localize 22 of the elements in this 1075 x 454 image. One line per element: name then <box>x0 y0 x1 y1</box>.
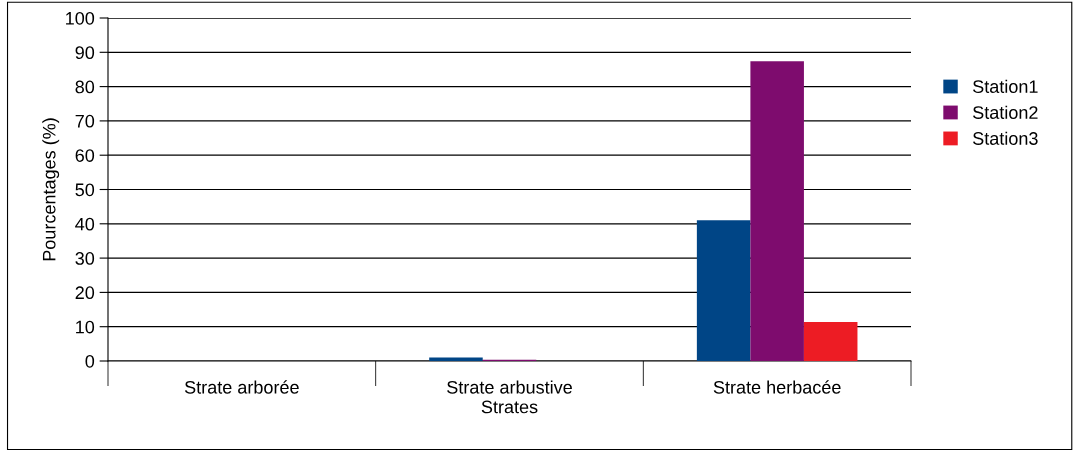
legend-label: Station3 <box>973 131 1038 145</box>
y-tick-label: 30 <box>75 252 95 265</box>
legend-label: Station2 <box>973 105 1038 119</box>
y-tick-label: 10 <box>76 320 95 334</box>
bar <box>696 220 751 361</box>
x-tick-label: Strate arborée <box>184 380 299 394</box>
legend-label: Station1 <box>973 79 1038 93</box>
bar <box>750 61 804 361</box>
y-tick-label: 70 <box>75 114 95 128</box>
y-tick-label: 80 <box>75 80 95 94</box>
y-tick-label: 90 <box>75 46 95 60</box>
y-tick-label: 50 <box>75 183 95 197</box>
y-tick-label: 100 <box>66 11 95 25</box>
bar <box>803 321 858 361</box>
y-tick-label: 20 <box>75 286 95 300</box>
x-axis-title: Strates <box>481 400 538 414</box>
y-tick-label: 0 <box>85 354 95 368</box>
y-tick-label: 60 <box>75 149 95 162</box>
y-tick-label: 40 <box>75 217 95 231</box>
x-tick-label: Strate herbacée <box>713 380 841 394</box>
y-axis-title: Pourcentages (%) <box>42 118 60 261</box>
x-tick-label: Strate arbustive <box>447 380 572 394</box>
